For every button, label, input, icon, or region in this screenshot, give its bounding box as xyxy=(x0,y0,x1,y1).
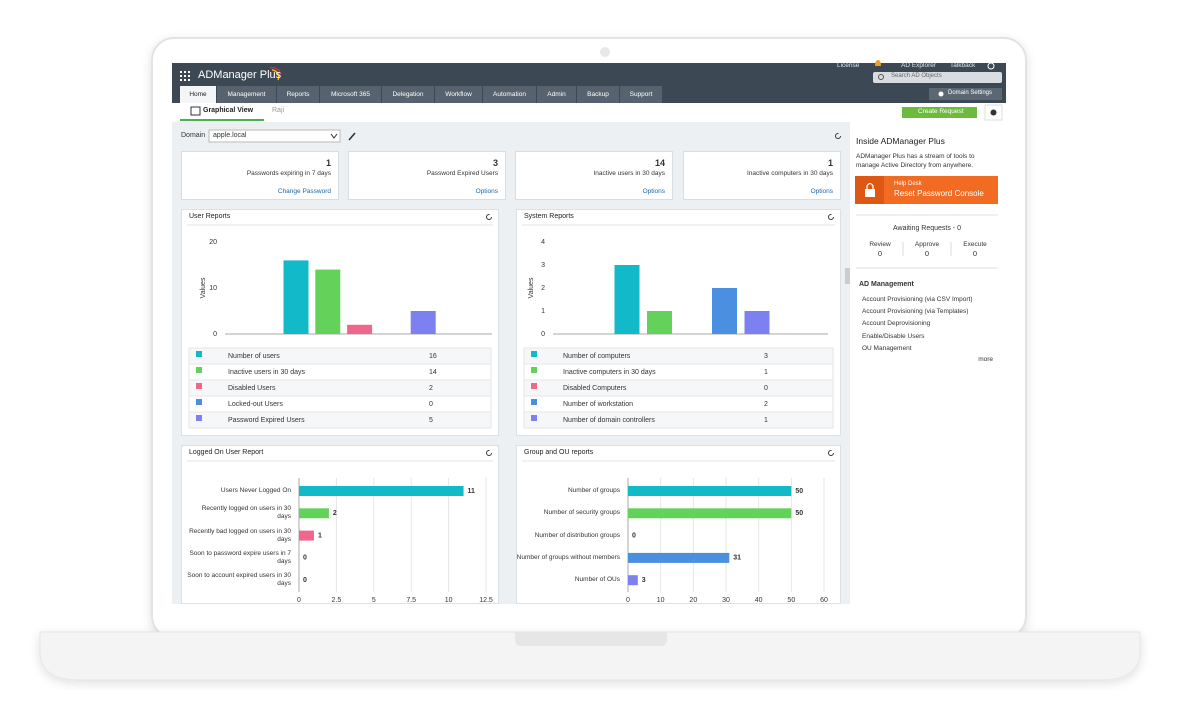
banner-large[interactable]: Reset Password Console xyxy=(894,189,984,198)
summary-card xyxy=(515,151,673,200)
header-link[interactable]: License xyxy=(837,62,860,69)
logo: ADManager Plus xyxy=(198,69,282,81)
ad-management-link[interactable]: OU Management xyxy=(862,344,912,352)
nav-tab[interactable]: Workflow xyxy=(435,86,482,103)
search-placeholder: Search AD Objects xyxy=(891,73,942,79)
sub-tab[interactable]: Graphical View xyxy=(203,107,254,114)
base-notch xyxy=(515,632,667,646)
ad-management-link[interactable]: Account Deprovisioning xyxy=(862,320,931,328)
card-link[interactable]: Options xyxy=(642,188,665,195)
card-value: 1 xyxy=(325,158,331,168)
panel-toggle[interactable] xyxy=(845,268,850,284)
logo-swoosh xyxy=(271,69,280,81)
card-label: Password Expired Users xyxy=(426,170,498,177)
panel-title: Logged On User Report xyxy=(189,449,264,456)
search-icon xyxy=(878,74,884,80)
card-label: Passwords expiring in 7 days xyxy=(246,170,331,177)
y-category-label: Number of security groups xyxy=(543,509,620,517)
nav-tab[interactable]: Home xyxy=(180,86,216,103)
select-arrow xyxy=(330,133,338,139)
ad-management-title: AD Management xyxy=(859,281,914,288)
card-value: 14 xyxy=(654,158,665,168)
nav-tab[interactable]: Management xyxy=(217,86,276,103)
domain-select[interactable] xyxy=(208,129,341,143)
y-category-label: Recently bad logged on users in 30 days xyxy=(189,527,291,543)
nav-tab[interactable]: Reports xyxy=(277,86,319,103)
stat-value: 0 xyxy=(972,249,978,258)
logo-swoosh xyxy=(269,67,282,75)
stat-value: 0 xyxy=(924,249,930,258)
card-label: Inactive computers in 30 days xyxy=(747,170,833,177)
report-panel xyxy=(181,209,499,436)
nav-tab[interactable]: Microsoft 365 xyxy=(320,86,381,103)
y-category-label: Number of OUs xyxy=(574,576,620,584)
summary-card xyxy=(348,151,506,200)
card-value: 3 xyxy=(492,158,498,168)
app-grid-icon xyxy=(180,71,190,81)
nav-tab[interactable]: Delegation xyxy=(382,86,434,103)
side-description: ADManager Plus has a stream of tools to … xyxy=(856,153,975,169)
y-category-label: Recently logged on users in 30 days xyxy=(201,505,291,521)
more-link[interactable]: more xyxy=(978,356,993,363)
y-category-label: Soon to account expired users in 30 days xyxy=(187,572,291,588)
panel-title: Group and OU reports xyxy=(524,449,594,456)
card-link[interactable]: Options xyxy=(810,188,833,195)
sub-header xyxy=(172,103,1006,122)
header-link[interactable]: Talkback xyxy=(950,62,976,69)
domain-settings-button[interactable] xyxy=(929,88,1002,100)
awaiting-requests: Awaiting Requests - 0 xyxy=(893,225,961,232)
card-label: Inactive users in 30 days xyxy=(593,170,665,177)
gear-icon xyxy=(938,91,944,97)
header-link[interactable]: AD Explorer xyxy=(901,62,937,69)
active-subtab-underline xyxy=(180,119,264,121)
panel-title: User Reports xyxy=(189,213,231,220)
y-category-label: Number of groups xyxy=(567,487,620,494)
stat-label: Review xyxy=(869,241,891,248)
y-category-label: Number of distribution groups xyxy=(534,531,620,539)
y-category-label: Soon to password expire users in 7 days xyxy=(189,549,291,565)
edit-icon[interactable] xyxy=(348,132,356,141)
chart-icon xyxy=(190,106,201,116)
nav-tab[interactable]: Automation xyxy=(483,86,536,103)
y-category-label: Number of groups without members xyxy=(516,553,620,561)
camera xyxy=(600,47,610,57)
stat-value: 0 xyxy=(877,249,883,258)
nav-tab[interactable]: Support xyxy=(620,86,662,103)
create-request-button[interactable] xyxy=(902,107,977,118)
panel-title: System Reports xyxy=(524,213,574,220)
report-panel xyxy=(181,445,499,604)
domain-settings[interactable]: Domain Settings xyxy=(948,90,993,96)
banner-small[interactable]: Help Desk xyxy=(894,181,922,187)
domain-value[interactable]: apple.local xyxy=(213,132,247,139)
card-link[interactable]: Options xyxy=(475,188,498,195)
summary-card xyxy=(181,151,339,200)
sub-tab[interactable]: Raji xyxy=(272,107,285,114)
gear-icon xyxy=(990,109,997,116)
side-title: Inside ADManager Plus xyxy=(856,136,945,146)
create-request[interactable]: Create Request xyxy=(918,108,964,115)
user-icon[interactable] xyxy=(987,62,995,70)
bell-icon[interactable] xyxy=(875,60,881,66)
report-panel xyxy=(516,445,841,604)
ad-management-link[interactable]: Account Provisioning (via CSV Import) xyxy=(862,296,973,303)
ad-management-link[interactable]: Account Provisioning (via Templates) xyxy=(862,308,969,316)
nav-tab[interactable]: Backup xyxy=(577,86,619,103)
lock-icon xyxy=(865,189,875,197)
nav-tab[interactable]: Admin xyxy=(537,86,576,103)
ad-management-link[interactable]: Enable/Disable Users xyxy=(862,332,925,340)
report-panel xyxy=(516,209,841,436)
card-link[interactable]: Change Password xyxy=(277,188,331,195)
stat-label: Execute xyxy=(963,241,987,248)
card-value: 1 xyxy=(827,158,833,168)
laptop-base xyxy=(39,631,1141,681)
search-box[interactable] xyxy=(873,72,1002,83)
stat-label: Approve xyxy=(914,241,940,248)
y-category-label: Users Never Logged On xyxy=(220,487,291,494)
summary-card xyxy=(683,151,841,200)
lock-shackle xyxy=(866,182,874,189)
refresh-icon[interactable] xyxy=(835,133,841,139)
domain-label: Domain xyxy=(181,132,206,139)
